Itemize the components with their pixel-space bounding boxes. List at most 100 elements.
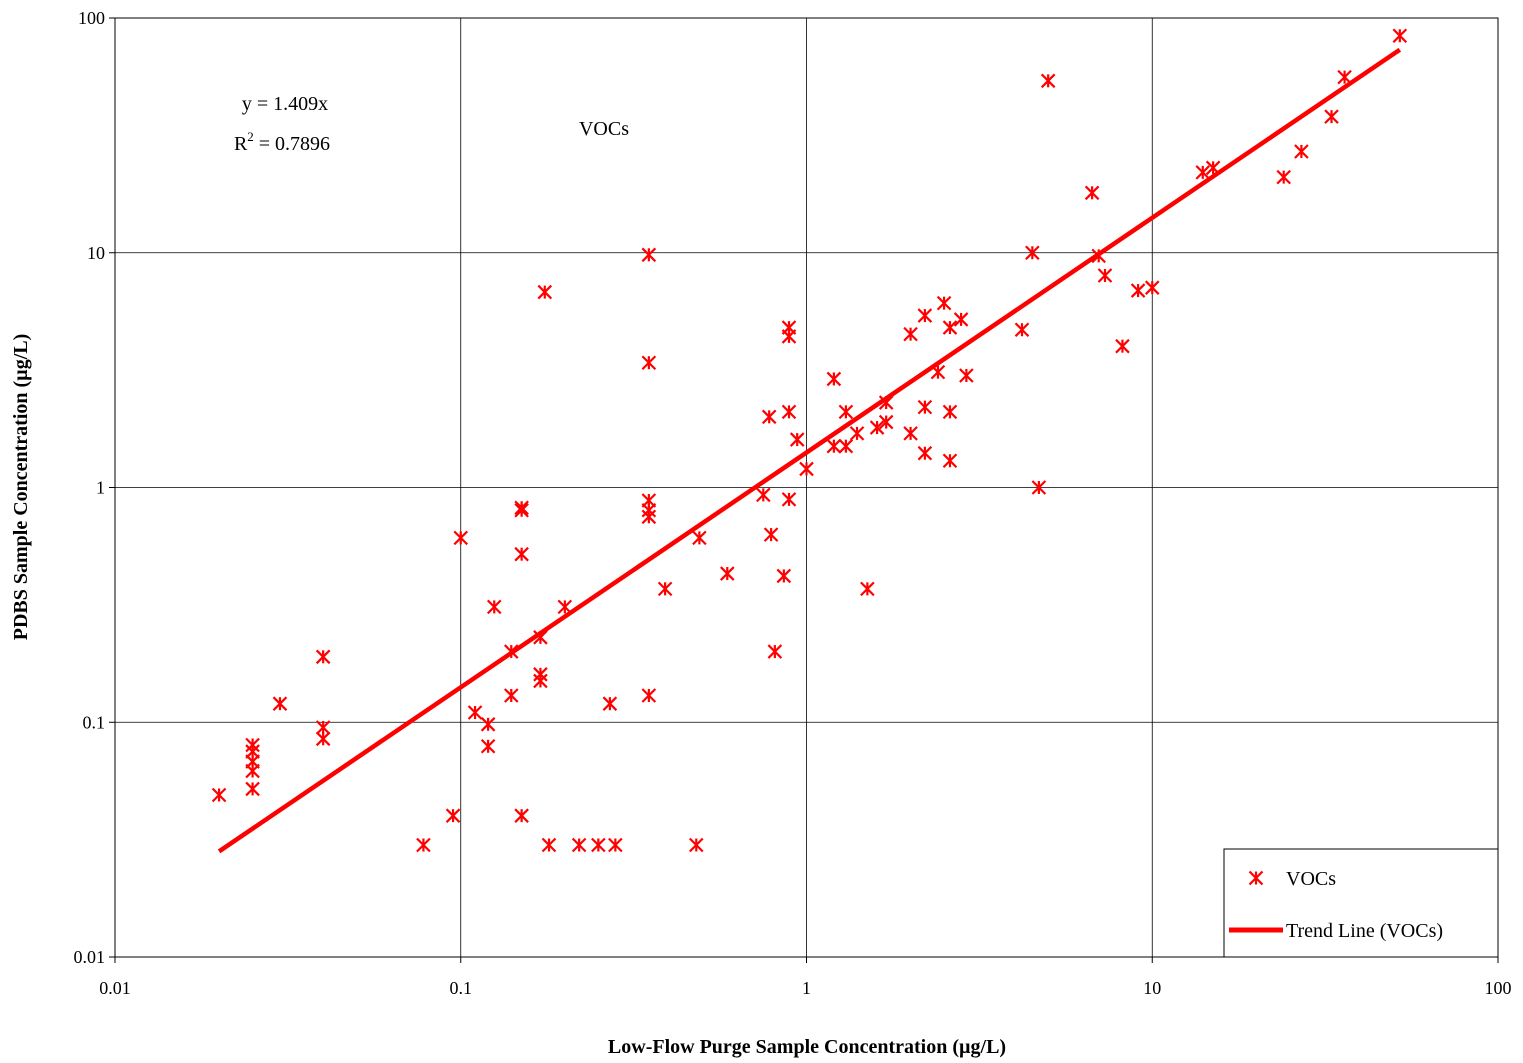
data-point (1294, 144, 1309, 159)
data-point (789, 432, 805, 447)
legend-label-trend: Trend Line (VOCs) (1286, 920, 1443, 942)
data-point (1040, 73, 1056, 89)
data-point (315, 720, 331, 735)
data-point (486, 599, 502, 615)
y-tick-label: 0.01 (74, 947, 106, 967)
y-tick-label: 1 (96, 478, 105, 498)
data-point (1337, 69, 1352, 85)
legend-box (1223, 848, 1499, 958)
data-point (903, 426, 918, 441)
data-point (1091, 248, 1106, 264)
data-point (776, 568, 792, 584)
x-tick-label: 10 (1143, 978, 1161, 998)
data-point (641, 688, 657, 703)
data-point (657, 581, 673, 597)
data-point (917, 445, 933, 461)
data-point (942, 453, 958, 469)
data-point (917, 308, 933, 323)
data-point (571, 837, 587, 853)
data-point (641, 355, 657, 371)
x-tick-label: 1 (802, 978, 811, 998)
data-point (1014, 322, 1030, 338)
data-point (1097, 268, 1113, 283)
data-point (799, 461, 814, 477)
data-point (1031, 480, 1047, 495)
data-point (503, 688, 519, 703)
data-point (641, 509, 657, 525)
legend-marker-symbol (1248, 870, 1264, 886)
data-point (453, 530, 469, 546)
data-point (719, 566, 735, 581)
data-points-layer (211, 28, 1408, 853)
data-point (245, 781, 260, 797)
r-squared-annotation: R2 = 0.7896 (234, 129, 330, 155)
data-point (761, 409, 777, 425)
data-point (514, 546, 529, 562)
data-point (826, 371, 842, 387)
grid-lines (115, 18, 1498, 957)
y-tick-label: 10 (87, 243, 105, 263)
r-squared-prefix: R (234, 133, 248, 155)
data-point (1084, 185, 1100, 201)
trend-line (217, 47, 1402, 854)
y-axis-ticks: 0.01 0.1 1 10 100 (74, 8, 115, 967)
legend-label-vocs: VOCs (1286, 868, 1336, 890)
data-point (445, 808, 461, 823)
y-tick-label: 100 (78, 8, 105, 28)
x-tick-label: 0.01 (99, 978, 131, 998)
data-point (838, 404, 854, 420)
data-point (763, 527, 779, 542)
data-point (1130, 283, 1146, 298)
data-point (953, 312, 969, 327)
data-point (917, 399, 933, 415)
data-point (860, 581, 875, 597)
data-point (942, 320, 958, 335)
series-annotation: VOCs (579, 118, 629, 140)
data-point (1324, 109, 1339, 124)
data-point (602, 696, 618, 711)
data-point (756, 487, 771, 503)
data-point (689, 837, 704, 853)
data-point (514, 502, 529, 518)
data-point (849, 426, 865, 441)
data-point (514, 808, 529, 823)
data-point (315, 731, 331, 747)
r-squared-exponent: 2 (247, 129, 254, 144)
y-axis-title: PDBS Sample Concentration (µg/L) (10, 334, 32, 641)
data-point (416, 837, 431, 853)
data-point (608, 837, 623, 853)
data-point (878, 414, 894, 430)
data-point (1205, 160, 1221, 176)
x-tick-label: 100 (1485, 978, 1512, 998)
data-point (591, 837, 606, 853)
trend-line-layer (217, 47, 1402, 854)
data-point (781, 329, 797, 344)
data-point (480, 717, 496, 732)
data-point (903, 326, 918, 342)
y-tick-label: 0.1 (83, 712, 106, 732)
data-point (942, 404, 958, 420)
r-squared-value: = 0.7896 (254, 133, 330, 155)
data-point (245, 763, 260, 779)
data-point (1144, 280, 1160, 295)
data-point (272, 696, 288, 711)
data-point (930, 364, 946, 380)
data-point (557, 599, 573, 615)
data-point (781, 492, 797, 507)
data-point (869, 420, 885, 435)
data-point (641, 247, 657, 263)
data-point (936, 295, 952, 311)
equation-annotation: y = 1.409x (242, 93, 328, 115)
x-tick-label: 0.1 (450, 978, 473, 998)
data-point (692, 530, 707, 546)
data-point (533, 630, 548, 645)
data-point (1195, 165, 1211, 180)
data-point (211, 787, 227, 803)
data-point (1025, 245, 1040, 261)
data-point (541, 837, 557, 853)
data-point (878, 395, 894, 410)
data-point (533, 673, 548, 689)
data-point (767, 644, 783, 659)
data-point (503, 644, 519, 659)
